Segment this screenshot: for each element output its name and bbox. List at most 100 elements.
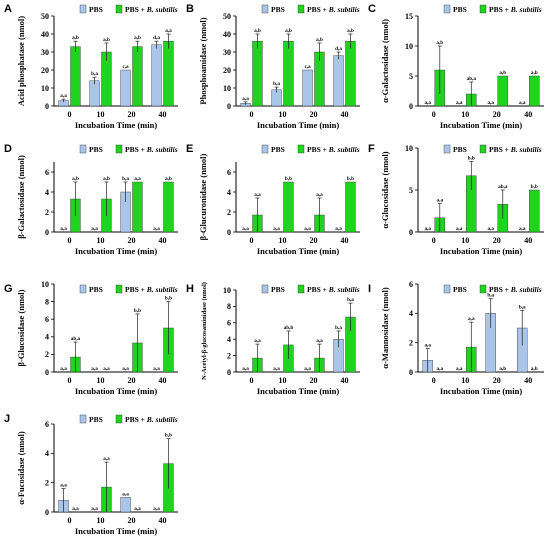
bar-a-pbs[interactable] bbox=[89, 80, 100, 107]
bar-b-pbs[interactable] bbox=[302, 69, 313, 107]
legend-label-bs: PBS + B. subtilis bbox=[307, 285, 360, 294]
legend-label-bs: PBS + B. subtilis bbox=[489, 5, 542, 14]
panel-letter-d: D bbox=[4, 143, 12, 155]
legend-label-bs-species: B. subtilis bbox=[146, 285, 178, 294]
data-label-c: a,a bbox=[456, 100, 463, 106]
y-tick-label-g: 6 bbox=[45, 315, 49, 324]
data-label-a: a,b bbox=[72, 35, 79, 41]
legend-label-bs-species: B. subtilis bbox=[146, 145, 178, 154]
legend-swatch-bs bbox=[115, 4, 123, 14]
x-tick-label-i: 0 bbox=[432, 376, 436, 385]
data-label-i: a,b bbox=[531, 366, 538, 372]
legend-label-bs-species: B. subtilis bbox=[328, 5, 360, 14]
y-tick-label-b: 20 bbox=[223, 66, 231, 75]
y-tick-label-h: 6 bbox=[227, 319, 231, 328]
legend-label-bs-text: PBS + bbox=[307, 5, 329, 14]
y-tick-label-b: 40 bbox=[223, 30, 231, 39]
bar-c-bs[interactable] bbox=[529, 75, 540, 107]
data-label-c: a,b bbox=[531, 70, 538, 76]
y-axis-label-i: α-Mannosidase (nmol) bbox=[380, 287, 390, 369]
panel-g: Gβ-Glucosidase (nmol)02468100a,aab,a10a,… bbox=[4, 280, 178, 396]
y-tick-label-e: 0 bbox=[227, 228, 231, 237]
data-label-j: b,b bbox=[165, 433, 172, 439]
panel-letter-i: I bbox=[368, 283, 371, 295]
data-label-b: a,b bbox=[316, 37, 323, 43]
y-tick-label-h: 4 bbox=[227, 335, 231, 344]
data-label-g: b,b bbox=[165, 296, 172, 302]
y-axis-label-e: β-Glucuronidase (nmol) bbox=[198, 153, 208, 240]
legend-label-pbs: PBS bbox=[453, 285, 467, 294]
x-tick-label-i: 20 bbox=[493, 376, 501, 385]
legend-f: PBS PBS + B. subtilis bbox=[443, 144, 542, 154]
bar-e-bs[interactable] bbox=[283, 181, 294, 233]
bar-d-bs[interactable] bbox=[163, 181, 174, 233]
y-tick-label-f: 0 bbox=[409, 228, 413, 237]
data-label-g: a,a bbox=[91, 366, 98, 372]
bar-b-bs[interactable] bbox=[345, 41, 356, 107]
bar-j-pbs[interactable] bbox=[120, 497, 131, 513]
data-label-e: a,a bbox=[254, 192, 261, 198]
y-tick-label-b: 30 bbox=[223, 48, 231, 57]
x-tick-label-g: 0 bbox=[68, 376, 72, 385]
legend-swatch-pbs bbox=[79, 414, 87, 424]
data-label-f: ab,a bbox=[498, 184, 508, 190]
x-tick-label-d: 20 bbox=[128, 236, 136, 245]
bar-d-bs[interactable] bbox=[132, 181, 143, 233]
legend-swatch-bs bbox=[297, 284, 305, 294]
y-tick-label-e: 6 bbox=[227, 168, 231, 177]
bar-b-pbs[interactable] bbox=[333, 55, 344, 107]
y-tick-label-h: 0 bbox=[227, 368, 231, 377]
legend-h: PBS PBS + B. subtilis bbox=[261, 284, 360, 294]
y-axis-label-b: Phosphoamidase (nmol) bbox=[198, 17, 208, 104]
bar-b-bs[interactable] bbox=[252, 41, 263, 107]
x-tick-label-h: 20 bbox=[310, 376, 318, 385]
data-label-i: a,a bbox=[424, 343, 431, 349]
y-tick-label-a: 10 bbox=[41, 84, 49, 93]
legend-swatch-bs bbox=[479, 144, 487, 154]
legend-label-bs: PBS + B. subtilis bbox=[125, 145, 178, 154]
x-tick-label-d: 10 bbox=[97, 236, 105, 245]
bar-a-bs[interactable] bbox=[163, 41, 174, 107]
y-tick-label-g: 2 bbox=[45, 350, 49, 359]
legend-label-bs: PBS + B. subtilis bbox=[125, 285, 178, 294]
data-label-b: a,b bbox=[347, 28, 354, 34]
legend-swatch-pbs bbox=[79, 284, 87, 294]
legend-label-pbs: PBS bbox=[271, 145, 285, 154]
bar-a-pbs[interactable] bbox=[151, 44, 162, 107]
x-axis-label-i: Incubation Time (min) bbox=[440, 386, 523, 396]
y-tick-label-i: 0 bbox=[409, 368, 413, 377]
panel-a: A Acid phosphatase (nmol) 0 10 20 30 40 50 0 a,a a… bbox=[4, 3, 178, 130]
data-label-h: a,a bbox=[273, 366, 280, 372]
y-tick-label-i: 4 bbox=[409, 309, 413, 318]
data-label-e: b,b bbox=[285, 176, 292, 182]
y-tick-label-i: 6 bbox=[409, 280, 413, 289]
y-tick-label-j: 6 bbox=[45, 420, 49, 429]
bar-a-bs[interactable] bbox=[70, 46, 81, 107]
y-axis-label-h: N-Acetyl-β-glucosaminidase (nmol) bbox=[201, 282, 208, 380]
bar-a-pbs[interactable] bbox=[120, 69, 131, 107]
bar-f-bs[interactable] bbox=[529, 189, 540, 233]
legend-label-bs-text: PBS + bbox=[125, 415, 147, 424]
legend-label-bs: PBS + B. subtilis bbox=[489, 145, 542, 154]
bar-a-bs[interactable] bbox=[132, 46, 143, 107]
x-tick-label-a: 40 bbox=[159, 110, 167, 119]
x-tick-label-g: 10 bbox=[97, 376, 105, 385]
x-axis-label-h: Incubation Time (min) bbox=[257, 386, 340, 396]
x-tick-label-c: 10 bbox=[461, 110, 469, 119]
y-tick-label-d: 2 bbox=[45, 208, 49, 217]
bar-c-bs[interactable] bbox=[497, 75, 509, 107]
data-label-h: b,a bbox=[335, 325, 342, 331]
data-label-i: a,a bbox=[437, 366, 444, 372]
y-tick-label-d: 4 bbox=[45, 188, 49, 197]
data-label-f: a,a bbox=[519, 226, 526, 232]
data-label-b: d,a bbox=[335, 46, 342, 52]
x-axis-label-g: Incubation Time (min) bbox=[75, 386, 158, 396]
x-tick-label-i: 10 bbox=[461, 376, 469, 385]
data-label-d: a,a bbox=[60, 226, 67, 232]
x-tick-label-c: 40 bbox=[524, 110, 532, 119]
data-label-h: a,a bbox=[242, 366, 249, 372]
bar-b-bs[interactable] bbox=[283, 41, 294, 107]
x-tick-label-f: 10 bbox=[461, 236, 469, 245]
bar-e-bs[interactable] bbox=[345, 181, 356, 233]
y-tick-label-c: 5 bbox=[409, 72, 413, 81]
